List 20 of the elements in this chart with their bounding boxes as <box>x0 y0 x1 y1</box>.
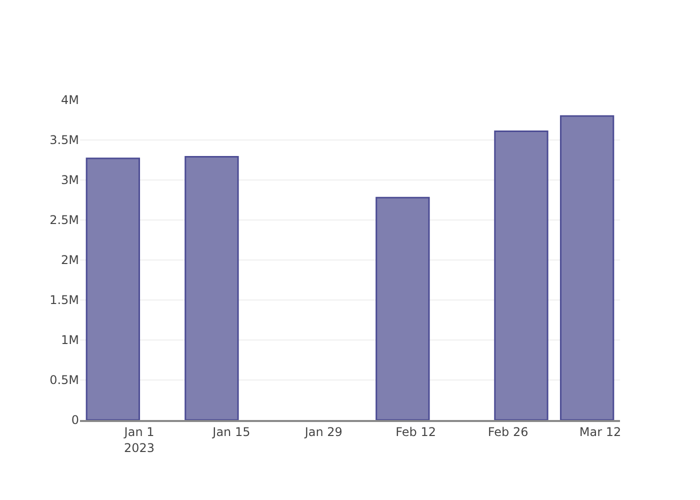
y-tick-label: 3M <box>61 173 79 188</box>
x-tick-label: Feb 12 <box>396 425 436 440</box>
y-tick-label: 1.5M <box>50 293 79 308</box>
y-tick-label: 0.5M <box>50 373 79 388</box>
x-tick-label: Mar 12 <box>579 425 622 440</box>
x-tick-label: Jan 1 2023 <box>123 425 155 455</box>
x-tick-label: Jan 29 <box>304 425 342 440</box>
bar <box>86 158 140 420</box>
bar <box>376 196 430 420</box>
y-tick-label: 2.5M <box>50 213 79 228</box>
y-tick-label: 3.5M <box>50 133 79 148</box>
y-tick-label: 0 <box>71 413 79 428</box>
x-tick-label: Jan 15 <box>212 425 250 440</box>
bar <box>494 130 548 420</box>
x-tick-label: Feb 26 <box>488 425 528 440</box>
bar <box>560 115 614 420</box>
bar <box>184 156 239 420</box>
y-tick-label: 2M <box>61 253 79 268</box>
y-tick-label: 1M <box>61 333 79 348</box>
y-tick-label: 4M <box>61 93 79 108</box>
